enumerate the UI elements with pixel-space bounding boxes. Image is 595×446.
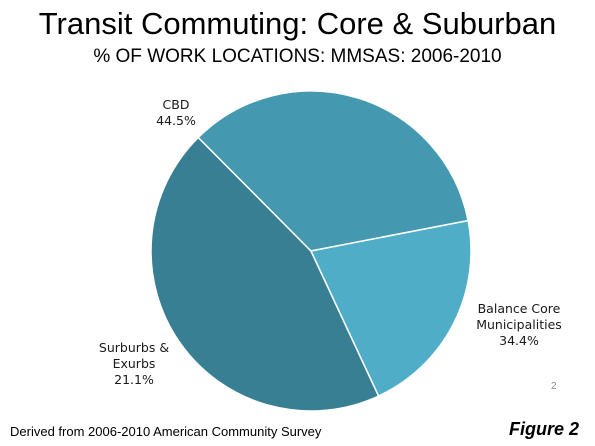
figure-label: Figure 2 xyxy=(508,419,579,439)
page-number: 2 xyxy=(551,381,557,392)
pie-slice xyxy=(309,219,472,398)
slice-name-label: Surburbs & xyxy=(99,340,169,355)
source-note: Derived from 2006-2010 American Communit… xyxy=(10,424,322,439)
slice-label: Surburbs & Exurbs 21.1% xyxy=(99,340,169,387)
chart-title: Transit Commuting: Core & Suburban xyxy=(38,6,557,41)
pie-slice xyxy=(150,136,380,412)
slice-name-label: Balance Core xyxy=(478,301,561,316)
slice-name-label: CBD xyxy=(163,97,190,112)
slice-label: CBD 44.5% xyxy=(156,97,196,128)
slice-value-label: 21.1% xyxy=(114,372,154,387)
slice-value-label: 44.5% xyxy=(156,113,196,128)
chart-subtitle: % OF WORK LOCATIONS: MMSAS: 2006-2010 xyxy=(93,46,502,67)
pie-slice xyxy=(197,90,469,252)
slice-value-label: 34.4% xyxy=(499,333,539,348)
slice-label: Balance Core Municipalities 34.4% xyxy=(476,301,562,348)
slice-name-label: Municipalities xyxy=(476,317,562,332)
slice-name-label: Exurbs xyxy=(113,356,156,371)
